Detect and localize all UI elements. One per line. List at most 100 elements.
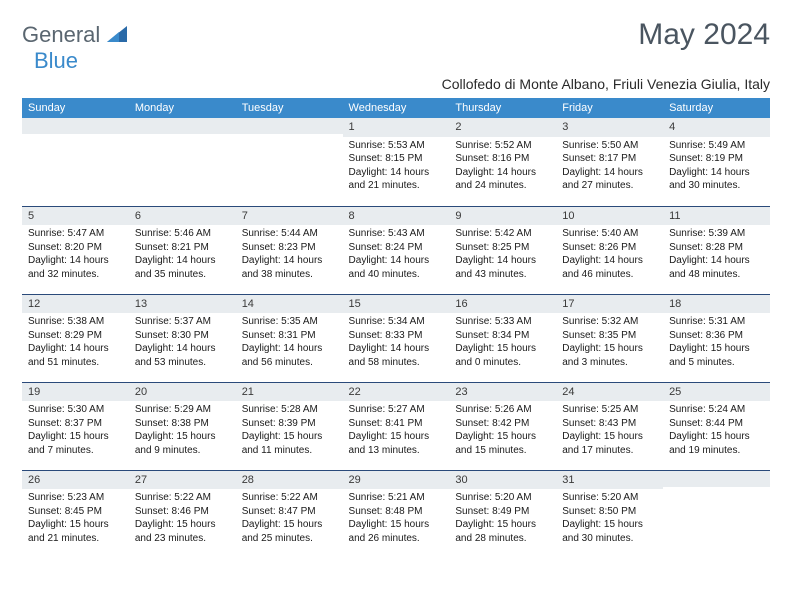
logo-text: General Blue bbox=[22, 22, 127, 74]
daylight-text-1: Daylight: 14 hours bbox=[455, 254, 550, 268]
daylight-text-2: and 5 minutes. bbox=[669, 356, 764, 370]
daylight-text-1: Daylight: 15 hours bbox=[349, 518, 444, 532]
calendar-cell: 20Sunrise: 5:29 AMSunset: 8:38 PMDayligh… bbox=[129, 382, 236, 470]
daylight-text-1: Daylight: 14 hours bbox=[562, 254, 657, 268]
sunset-text: Sunset: 8:26 PM bbox=[562, 241, 657, 255]
daylight-text-2: and 58 minutes. bbox=[349, 356, 444, 370]
logo-general-text: General bbox=[22, 22, 100, 47]
calendar-cell: 7Sunrise: 5:44 AMSunset: 8:23 PMDaylight… bbox=[236, 206, 343, 294]
sunset-text: Sunset: 8:36 PM bbox=[669, 329, 764, 343]
day-info: Sunrise: 5:31 AMSunset: 8:36 PMDaylight:… bbox=[663, 313, 770, 373]
header: General Blue May 2024 bbox=[22, 18, 770, 74]
daylight-text-2: and 32 minutes. bbox=[28, 268, 123, 282]
day-number bbox=[22, 118, 129, 134]
sunset-text: Sunset: 8:37 PM bbox=[28, 417, 123, 431]
daylight-text-2: and 7 minutes. bbox=[28, 444, 123, 458]
weekday-header: Tuesday bbox=[236, 98, 343, 118]
day-info: Sunrise: 5:38 AMSunset: 8:29 PMDaylight:… bbox=[22, 313, 129, 373]
sunrise-text: Sunrise: 5:35 AM bbox=[242, 315, 337, 329]
day-info: Sunrise: 5:53 AMSunset: 8:15 PMDaylight:… bbox=[343, 137, 450, 197]
day-info: Sunrise: 5:35 AMSunset: 8:31 PMDaylight:… bbox=[236, 313, 343, 373]
calendar-cell: 21Sunrise: 5:28 AMSunset: 8:39 PMDayligh… bbox=[236, 382, 343, 470]
sunset-text: Sunset: 8:34 PM bbox=[455, 329, 550, 343]
sunset-text: Sunset: 8:44 PM bbox=[669, 417, 764, 431]
day-info: Sunrise: 5:47 AMSunset: 8:20 PMDaylight:… bbox=[22, 225, 129, 285]
sunset-text: Sunset: 8:41 PM bbox=[349, 417, 444, 431]
sunset-text: Sunset: 8:17 PM bbox=[562, 152, 657, 166]
daylight-text-2: and 30 minutes. bbox=[669, 179, 764, 193]
sunset-text: Sunset: 8:20 PM bbox=[28, 241, 123, 255]
sunrise-text: Sunrise: 5:47 AM bbox=[28, 227, 123, 241]
sunrise-text: Sunrise: 5:42 AM bbox=[455, 227, 550, 241]
sunrise-text: Sunrise: 5:25 AM bbox=[562, 403, 657, 417]
sunrise-text: Sunrise: 5:23 AM bbox=[28, 491, 123, 505]
calendar-cell: 2Sunrise: 5:52 AMSunset: 8:16 PMDaylight… bbox=[449, 118, 556, 206]
day-info: Sunrise: 5:30 AMSunset: 8:37 PMDaylight:… bbox=[22, 401, 129, 461]
daylight-text-2: and 21 minutes. bbox=[349, 179, 444, 193]
weekday-header: Monday bbox=[129, 98, 236, 118]
calendar-cell bbox=[236, 118, 343, 206]
day-info: Sunrise: 5:49 AMSunset: 8:19 PMDaylight:… bbox=[663, 137, 770, 197]
daylight-text-2: and 15 minutes. bbox=[455, 444, 550, 458]
sunset-text: Sunset: 8:31 PM bbox=[242, 329, 337, 343]
daylight-text-2: and 51 minutes. bbox=[28, 356, 123, 370]
daylight-text-1: Daylight: 15 hours bbox=[562, 430, 657, 444]
daylight-text-1: Daylight: 15 hours bbox=[242, 518, 337, 532]
calendar-cell: 17Sunrise: 5:32 AMSunset: 8:35 PMDayligh… bbox=[556, 294, 663, 382]
calendar-cell: 14Sunrise: 5:35 AMSunset: 8:31 PMDayligh… bbox=[236, 294, 343, 382]
daylight-text-1: Daylight: 15 hours bbox=[562, 342, 657, 356]
sunrise-text: Sunrise: 5:29 AM bbox=[135, 403, 230, 417]
calendar-row: 5Sunrise: 5:47 AMSunset: 8:20 PMDaylight… bbox=[22, 206, 770, 294]
day-number: 24 bbox=[556, 383, 663, 402]
weekday-header: Friday bbox=[556, 98, 663, 118]
day-info: Sunrise: 5:24 AMSunset: 8:44 PMDaylight:… bbox=[663, 401, 770, 461]
day-number: 11 bbox=[663, 207, 770, 226]
day-number: 30 bbox=[449, 471, 556, 490]
daylight-text-2: and 30 minutes. bbox=[562, 532, 657, 546]
calendar-cell: 5Sunrise: 5:47 AMSunset: 8:20 PMDaylight… bbox=[22, 206, 129, 294]
day-info: Sunrise: 5:39 AMSunset: 8:28 PMDaylight:… bbox=[663, 225, 770, 285]
sunrise-text: Sunrise: 5:32 AM bbox=[562, 315, 657, 329]
day-info: Sunrise: 5:27 AMSunset: 8:41 PMDaylight:… bbox=[343, 401, 450, 461]
sunrise-text: Sunrise: 5:38 AM bbox=[28, 315, 123, 329]
sunrise-text: Sunrise: 5:20 AM bbox=[455, 491, 550, 505]
weekday-header: Thursday bbox=[449, 98, 556, 118]
day-number: 23 bbox=[449, 383, 556, 402]
day-number: 13 bbox=[129, 295, 236, 314]
calendar-cell: 6Sunrise: 5:46 AMSunset: 8:21 PMDaylight… bbox=[129, 206, 236, 294]
day-number: 8 bbox=[343, 207, 450, 226]
sunset-text: Sunset: 8:24 PM bbox=[349, 241, 444, 255]
sunrise-text: Sunrise: 5:39 AM bbox=[669, 227, 764, 241]
calendar-row: 19Sunrise: 5:30 AMSunset: 8:37 PMDayligh… bbox=[22, 382, 770, 470]
daylight-text-2: and 27 minutes. bbox=[562, 179, 657, 193]
daylight-text-1: Daylight: 14 hours bbox=[135, 342, 230, 356]
daylight-text-1: Daylight: 14 hours bbox=[28, 254, 123, 268]
sunset-text: Sunset: 8:45 PM bbox=[28, 505, 123, 519]
calendar-cell: 27Sunrise: 5:22 AMSunset: 8:46 PMDayligh… bbox=[129, 470, 236, 558]
day-number bbox=[236, 118, 343, 134]
daylight-text-2: and 21 minutes. bbox=[28, 532, 123, 546]
daylight-text-1: Daylight: 14 hours bbox=[242, 342, 337, 356]
day-number: 25 bbox=[663, 383, 770, 402]
day-number bbox=[663, 471, 770, 487]
title-block: May 2024 bbox=[638, 18, 770, 52]
daylight-text-1: Daylight: 15 hours bbox=[242, 430, 337, 444]
daylight-text-1: Daylight: 15 hours bbox=[28, 430, 123, 444]
daylight-text-1: Daylight: 15 hours bbox=[455, 518, 550, 532]
sunrise-text: Sunrise: 5:31 AM bbox=[669, 315, 764, 329]
sunset-text: Sunset: 8:33 PM bbox=[349, 329, 444, 343]
day-info: Sunrise: 5:25 AMSunset: 8:43 PMDaylight:… bbox=[556, 401, 663, 461]
day-info: Sunrise: 5:20 AMSunset: 8:50 PMDaylight:… bbox=[556, 489, 663, 549]
sunset-text: Sunset: 8:16 PM bbox=[455, 152, 550, 166]
day-info: Sunrise: 5:37 AMSunset: 8:30 PMDaylight:… bbox=[129, 313, 236, 373]
logo-blue-text: Blue bbox=[34, 48, 78, 73]
weekday-header-row: Sunday Monday Tuesday Wednesday Thursday… bbox=[22, 98, 770, 118]
daylight-text-1: Daylight: 14 hours bbox=[349, 166, 444, 180]
day-number: 18 bbox=[663, 295, 770, 314]
day-info: Sunrise: 5:42 AMSunset: 8:25 PMDaylight:… bbox=[449, 225, 556, 285]
daylight-text-1: Daylight: 14 hours bbox=[242, 254, 337, 268]
daylight-text-2: and 25 minutes. bbox=[242, 532, 337, 546]
calendar-row: 26Sunrise: 5:23 AMSunset: 8:45 PMDayligh… bbox=[22, 470, 770, 558]
calendar-cell: 29Sunrise: 5:21 AMSunset: 8:48 PMDayligh… bbox=[343, 470, 450, 558]
daylight-text-1: Daylight: 15 hours bbox=[135, 430, 230, 444]
